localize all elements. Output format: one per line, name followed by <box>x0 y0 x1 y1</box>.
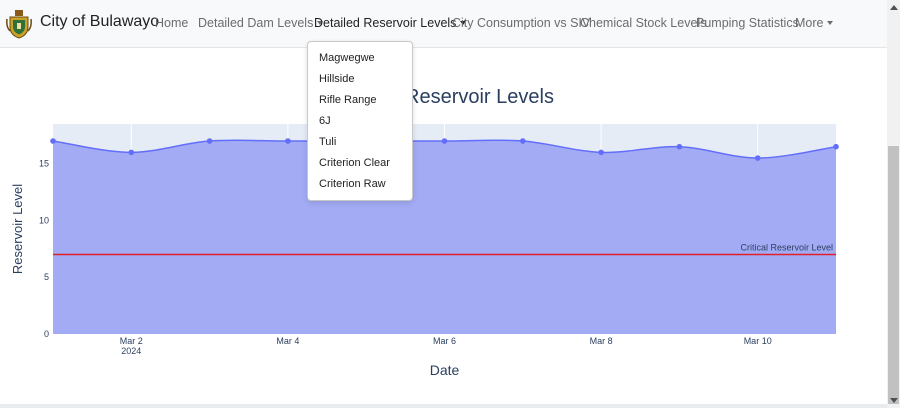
y-axis-title: Reservoir Level <box>10 184 25 274</box>
critical-level-label: Critical Reservoir Level <box>740 243 833 253</box>
y-tick-label: 0 <box>44 329 49 339</box>
brand-title[interactable]: City of Bulawayo <box>40 13 160 30</box>
data-point <box>206 138 213 144</box>
x-tick-sublabel: 2024 <box>121 346 141 356</box>
series-area-fill <box>53 140 836 334</box>
page-footer-edge <box>0 404 887 408</box>
nav-detailed-reservoir-levels-label: Detailed Reservoir Levels <box>314 16 457 30</box>
nav-home-label: Home <box>155 16 189 30</box>
x-tick-label: Mar 6 <box>433 336 456 346</box>
data-point <box>285 138 291 144</box>
data-point <box>676 143 683 150</box>
scrollbar-thumb[interactable] <box>888 146 899 404</box>
dropdown-item-criterion-clear[interactable]: Criterion Clear <box>319 157 390 169</box>
scroll-up-arrow-icon[interactable] <box>890 5 898 10</box>
x-tick-label: Mar 4 <box>276 336 299 346</box>
y-tick-label: 5 <box>44 272 49 282</box>
reservoir-dropdown-menu: Magwegwe Hillside Rifle Range 6J Tuli Cr… <box>307 41 413 201</box>
dropdown-item-hillside[interactable]: Hillside <box>319 73 355 85</box>
navbar: City of Bulawayo Home Detailed Dam Level… <box>0 0 887 48</box>
caret-down-icon <box>460 21 467 25</box>
nav-pumping-statistics-label: Pumping Statistics <box>696 16 799 30</box>
data-point <box>520 138 526 144</box>
dropdown-item-6j[interactable]: 6J <box>319 115 331 127</box>
nav-more[interactable]: More <box>795 16 834 30</box>
nav-city-consumption-label: City Consumption vs SIV <box>452 16 591 30</box>
nav-pumping-statistics[interactable]: Pumping Statistics <box>696 16 799 30</box>
nav-detailed-dam-levels[interactable]: Detailed Dam Levels <box>198 16 324 30</box>
data-point <box>754 155 761 161</box>
caret-down-icon <box>827 21 834 25</box>
chart-title: Reservoir Levels <box>405 86 554 108</box>
data-point <box>598 149 604 156</box>
data-point <box>50 138 56 144</box>
nav-home[interactable]: Home <box>155 16 188 30</box>
dropdown-item-criterion-raw[interactable]: Criterion Raw <box>319 178 386 190</box>
dropdown-item-magwegwe[interactable]: Magwegwe <box>319 52 375 64</box>
nav-chemical-stock-levels[interactable]: Chemical Stock Levels <box>580 16 706 30</box>
data-point <box>833 143 839 150</box>
city-crest-logo[interactable] <box>6 9 32 39</box>
caret-down-icon <box>317 21 324 25</box>
data-point <box>128 149 135 156</box>
nav-detailed-reservoir-levels[interactable]: Detailed Reservoir Levels <box>314 16 467 30</box>
scroll-down-arrow-icon[interactable] <box>890 398 898 403</box>
data-point <box>441 138 448 144</box>
x-tick-label: Mar 2 <box>120 336 143 346</box>
nav-detailed-dam-levels-label: Detailed Dam Levels <box>198 16 314 30</box>
nav-city-consumption-vs-siv[interactable]: City Consumption vs SIV <box>452 16 590 30</box>
x-tick-label: Mar 10 <box>744 336 772 346</box>
y-tick-label: 10 <box>39 215 49 225</box>
nav-chemical-stock-label: Chemical Stock Levels <box>580 16 707 30</box>
y-tick-label: 15 <box>39 159 49 169</box>
x-tick-label: Mar 8 <box>590 336 613 346</box>
x-axis-title: Date <box>430 362 460 378</box>
dropdown-item-tuli[interactable]: Tuli <box>319 136 337 148</box>
nav-more-label: More <box>795 16 824 30</box>
dropdown-item-rifle-range[interactable]: Rifle Range <box>319 94 377 106</box>
